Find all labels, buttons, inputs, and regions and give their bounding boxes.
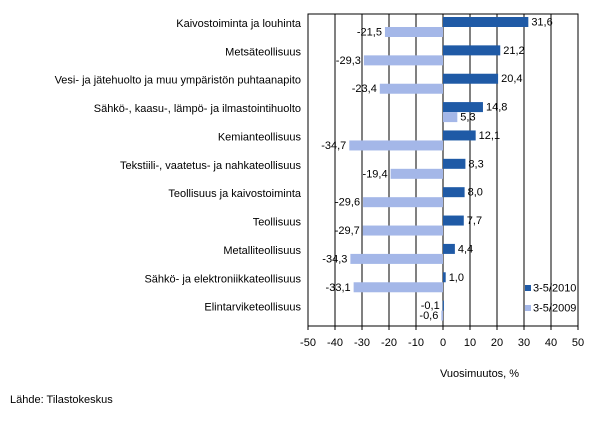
data-label: -23,4: [352, 83, 377, 95]
data-label: 12,1: [479, 130, 500, 142]
bar-3-5/2010: [443, 215, 464, 226]
x-tick-label: 10: [464, 337, 476, 349]
bar-3-5/2009: [362, 225, 443, 236]
bar-3-5/2009: [349, 140, 443, 151]
data-label: -29,7: [335, 225, 360, 237]
bar-3-5/2009: [390, 168, 443, 179]
data-label: 31,6: [531, 17, 552, 29]
legend-swatch: [525, 285, 531, 291]
category-label: Sähkö- ja elektroniikkateollisuus: [144, 273, 301, 285]
bar-3-5/2010: [443, 130, 476, 141]
data-label: 8,0: [468, 187, 483, 199]
legend-label: 3-5/2009: [533, 303, 576, 315]
data-label: -29,6: [335, 197, 360, 209]
data-label: -33,1: [326, 282, 351, 294]
plot-frame: [307, 13, 579, 327]
bar-3-5/2010: [443, 73, 499, 84]
category-label: Metalliteollisuus: [223, 245, 301, 257]
category-label: Teollisuus ja kaivostoiminta: [168, 188, 302, 200]
category-label: Metsäteollisuus: [225, 46, 301, 58]
category-label: Tekstiili-, vaatetus- ja nahkateollisuus: [120, 160, 301, 172]
x-tick-labels: -50 -40 -30 -20 -10 0 10 20 30 40 50: [300, 337, 584, 349]
x-tick-label: 50: [572, 337, 584, 349]
bar-3-5/2010: [443, 243, 455, 254]
x-tick-label: -10: [408, 337, 424, 349]
bar-3-5/2009: [379, 83, 443, 94]
x-tick-label: -40: [327, 337, 343, 349]
category-label: Vesi- ja jätehuolto ja muu ympäristön pu…: [55, 75, 301, 87]
data-label: 14,8: [486, 102, 507, 114]
data-label: -34,7: [321, 140, 346, 152]
bar-3-5/2009: [384, 27, 443, 37]
data-label: 1,0: [449, 272, 464, 284]
bars: [349, 17, 529, 321]
bar-3-5/2009: [363, 55, 443, 66]
data-label: 7,7: [467, 215, 482, 227]
data-label: -19,4: [363, 168, 388, 180]
x-tick-label: -30: [354, 337, 370, 349]
bar-3-5/2009: [441, 310, 443, 321]
data-label: 5,3: [460, 112, 475, 124]
bar-3-5/2010: [443, 272, 446, 283]
bar-3-5/2009: [363, 197, 443, 208]
x-tick-label: -20: [381, 337, 397, 349]
data-label: -0,6: [419, 310, 438, 322]
legend: 3-5/2010 3-5/2009: [525, 283, 576, 315]
bar-3-5/2009: [353, 282, 443, 293]
x-axis-label: Vuosimuutos, %: [440, 368, 519, 380]
bar-3-5/2010: [442, 300, 444, 311]
bar-3-5/2010: [443, 17, 529, 27]
source-note: Lähde: Tilastokeskus: [10, 394, 113, 406]
data-labels: 31,6 -21,5 21,2 -29,3 20,4 -23,4 14,8 5,3 12,1 -3…: [321, 17, 553, 323]
bar-3-5/2010: [443, 102, 483, 113]
data-label: -21,5: [357, 27, 382, 39]
x-tick-label: 0: [440, 337, 446, 349]
data-label: -29,3: [336, 55, 361, 67]
bar-3-5/2010: [443, 158, 466, 169]
x-tick-label: -50: [300, 337, 316, 349]
data-label: 21,2: [503, 45, 524, 57]
bar-3-5/2010: [443, 45, 501, 56]
category-label: Teollisuus: [253, 217, 302, 229]
x-tick-label: 40: [545, 337, 557, 349]
data-label: -0,1: [421, 300, 440, 312]
category-label: Elintarviketeollisuus: [204, 302, 301, 314]
category-label: Kaivostoiminta ja louhinta: [176, 18, 302, 30]
category-label: Sähkö-, kaasu-, lämpö- ja ilmastointihuo…: [94, 103, 301, 115]
x-tick-label: 20: [491, 337, 503, 349]
category-label: Kemianteollisuus: [218, 131, 302, 143]
data-label: 8,3: [468, 158, 483, 170]
bar-3-5/2009: [443, 112, 458, 123]
legend-swatch: [525, 305, 531, 311]
bar-3-5/2010: [443, 187, 465, 198]
bar-3-5/2009: [350, 253, 443, 264]
data-label: 20,4: [501, 73, 522, 85]
x-tick-label: 30: [518, 337, 530, 349]
data-label: -34,3: [322, 253, 347, 265]
legend-label: 3-5/2010: [533, 283, 576, 295]
category-labels: Kaivostoiminta ja louhinta Metsäteollisuu…: [55, 18, 302, 314]
data-label: 4,4: [458, 243, 473, 255]
